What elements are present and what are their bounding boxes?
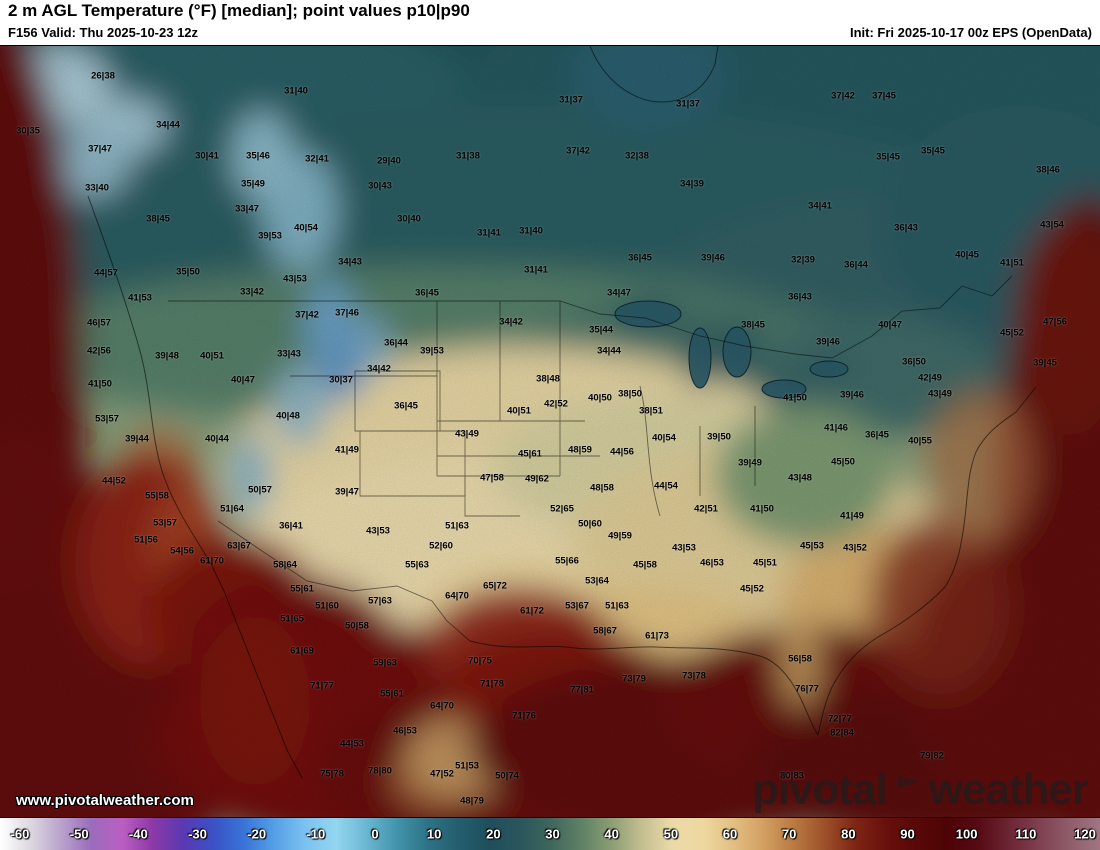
colorbar-tick: 80 (841, 826, 856, 842)
pivotal-flag-icon (897, 776, 920, 806)
logo-text-pivotal: pivotal (751, 765, 888, 814)
valid-time: F156 Valid: Thu 2025-10-23 12z (8, 25, 199, 40)
colorbar-tick: 50 (663, 826, 679, 842)
colorbar-tick: 10 (426, 826, 442, 842)
colorbar-tick: 120 (1074, 826, 1096, 842)
colorbar-tick: -40 (128, 826, 148, 842)
colorbar-tick: 110 (1015, 826, 1037, 842)
colorbar-tick: 90 (900, 826, 915, 842)
colorbar-tick: 60 (722, 826, 738, 842)
colorbar-tick: 100 (955, 826, 978, 842)
colorbar-tick: 70 (781, 826, 797, 842)
colorbar-tick: 0 (371, 826, 379, 842)
colorbar-tick: -60 (10, 826, 30, 842)
pivotal-logo: pivotal weather (751, 765, 1089, 814)
colorbar-tick: -50 (69, 826, 89, 842)
colorbar-tick: 30 (545, 826, 560, 842)
init-time: Init: Fri 2025-10-17 00z EPS (OpenData) (849, 25, 1092, 40)
logo-text-weather: weather (928, 765, 1089, 814)
colorbar-tick: -10 (306, 826, 326, 842)
colorbar-tick: 20 (486, 826, 501, 842)
map-title: 2 m AGL Temperature (°F) [median]; point… (8, 1, 470, 20)
colorbar-tick: 40 (604, 826, 619, 842)
temperature-map[interactable] (0, 45, 1100, 819)
temperature-field (0, 46, 1100, 819)
watermark-url: www.pivotalweather.com (16, 792, 194, 809)
colorbar-ticks: -60 -50 -40 -30 -20 -10 0 10 20 30 40 50 60 70 80 90 100… (0, 818, 1100, 850)
colorbar: -60 -50 -40 -30 -20 -10 0 10 20 30 40 50 60 70 80 90 100… (0, 817, 1100, 850)
colorbar-tick: -20 (247, 826, 267, 842)
header: 2 m AGL Temperature (°F) [median]; point… (0, 0, 1100, 45)
colorbar-tick: -30 (188, 826, 207, 842)
